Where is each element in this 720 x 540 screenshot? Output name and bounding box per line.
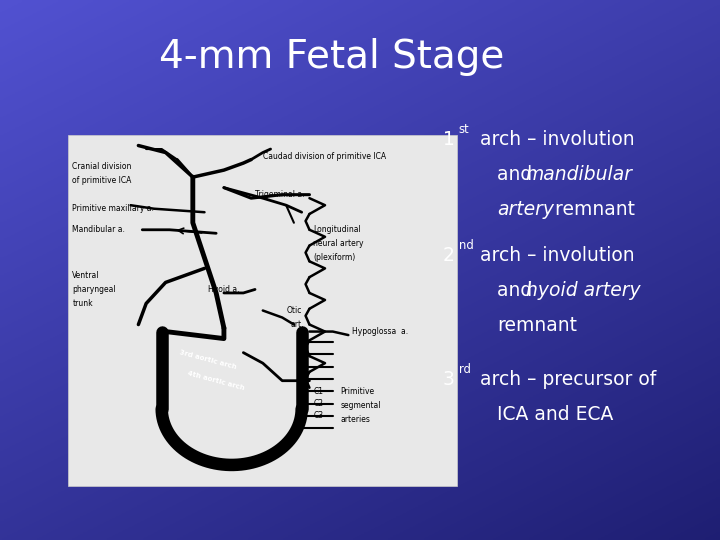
Text: remnant: remnant xyxy=(497,316,577,335)
Text: 4-mm Fetal Stage: 4-mm Fetal Stage xyxy=(158,38,504,76)
Text: st: st xyxy=(459,123,469,136)
Text: Longitudinal: Longitudinal xyxy=(313,225,361,234)
Text: arch – precursor of: arch – precursor of xyxy=(480,370,657,389)
Text: arch – involution: arch – involution xyxy=(480,246,635,265)
Text: art.: art. xyxy=(290,320,304,329)
Text: segmental: segmental xyxy=(341,401,381,410)
Text: Hypoglossa  a.: Hypoglossa a. xyxy=(352,327,408,336)
Text: Primitive: Primitive xyxy=(341,387,374,396)
Text: Cranial division: Cranial division xyxy=(72,162,132,171)
Text: remnant: remnant xyxy=(549,200,635,219)
Text: Mandibular a.: Mandibular a. xyxy=(72,225,125,234)
Text: 1: 1 xyxy=(443,130,454,148)
Text: 3: 3 xyxy=(443,370,454,389)
Text: arteries: arteries xyxy=(341,415,370,424)
Text: nd: nd xyxy=(459,239,473,252)
Text: Ventral: Ventral xyxy=(72,271,100,280)
Text: C3: C3 xyxy=(313,411,323,420)
Text: arch – involution: arch – involution xyxy=(480,130,635,148)
Text: rd: rd xyxy=(459,363,470,376)
Text: mandibular: mandibular xyxy=(526,165,633,184)
Text: of primitive ICA: of primitive ICA xyxy=(72,176,132,185)
Text: artery: artery xyxy=(497,200,554,219)
Text: C1: C1 xyxy=(313,387,323,396)
Text: Hyoid a.: Hyoid a. xyxy=(208,285,240,294)
Text: pharyngeal: pharyngeal xyxy=(72,285,116,294)
Text: 3rd aortic arch: 3rd aortic arch xyxy=(179,349,238,370)
Text: and: and xyxy=(497,281,538,300)
Text: Trigeminal a.: Trigeminal a. xyxy=(255,190,305,199)
Text: 4th aortic arch: 4th aortic arch xyxy=(187,370,246,391)
Text: trunk: trunk xyxy=(72,299,93,308)
Text: C2: C2 xyxy=(313,399,323,408)
Text: Caudad division of primitive ICA: Caudad division of primitive ICA xyxy=(263,152,386,160)
Text: Primitive maxillary a.: Primitive maxillary a. xyxy=(72,204,154,213)
Text: neural artery: neural artery xyxy=(313,239,364,248)
Text: and: and xyxy=(497,165,538,184)
Text: Otic: Otic xyxy=(286,306,302,315)
Text: hyoid artery: hyoid artery xyxy=(526,281,640,300)
Bar xyxy=(68,135,457,486)
Text: 2: 2 xyxy=(443,246,454,265)
Text: ICA and ECA: ICA and ECA xyxy=(497,405,613,424)
Text: (plexiform): (plexiform) xyxy=(313,253,356,262)
